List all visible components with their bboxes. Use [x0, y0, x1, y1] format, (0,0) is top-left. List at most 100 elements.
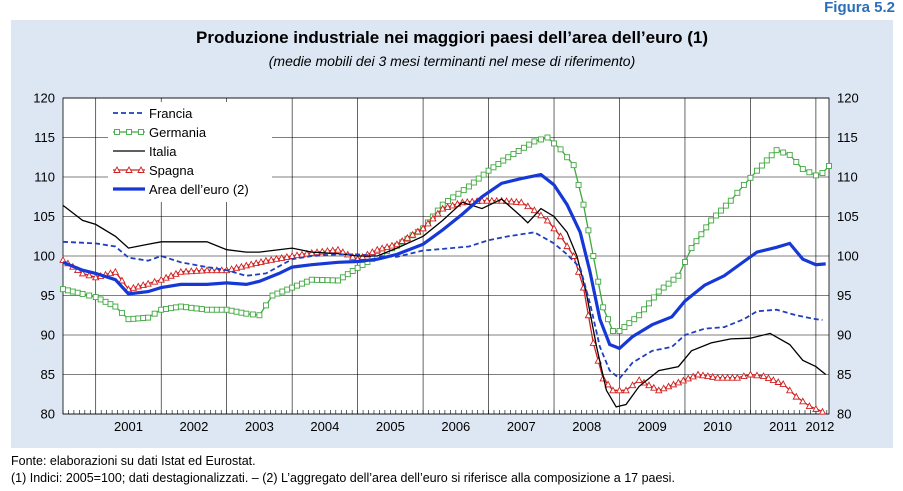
series-point	[293, 251, 301, 259]
series-point	[79, 290, 86, 297]
series-point	[249, 311, 256, 318]
legend-item: Germania	[113, 125, 207, 140]
series-point	[203, 266, 211, 274]
series-point	[713, 373, 722, 381]
series-point	[85, 271, 93, 279]
series-point	[759, 372, 768, 380]
x-tick-label: 2004	[310, 419, 339, 434]
series-point	[177, 267, 185, 275]
series-point	[208, 306, 215, 313]
series-point	[600, 304, 607, 311]
series-point	[163, 305, 170, 312]
series-point	[114, 129, 120, 135]
y-tick-label-left: 105	[33, 209, 55, 224]
legend-label: Area dell’euro (2)	[149, 182, 249, 197]
series-point	[92, 294, 99, 301]
x-tick-label: 2010	[703, 419, 732, 434]
series-point	[182, 267, 190, 275]
series-point	[693, 238, 700, 245]
series-point	[818, 407, 827, 415]
series-point	[746, 370, 755, 378]
series-point	[495, 161, 502, 167]
series-point	[500, 157, 507, 164]
series-point	[112, 303, 119, 310]
legend-label: Francia	[149, 106, 193, 121]
series-point	[524, 202, 532, 210]
legend-label: Italia	[149, 144, 177, 159]
series-point	[675, 272, 682, 279]
series-point	[655, 386, 663, 394]
series-point	[590, 253, 597, 259]
series-point	[531, 138, 538, 145]
series-point	[359, 261, 366, 268]
chart-subtitle: (medie mobili dei 3 mesi terminanti nel …	[268, 53, 636, 69]
series-point	[151, 310, 158, 317]
series-point	[628, 381, 637, 389]
series-point	[733, 373, 742, 381]
series-point	[754, 167, 760, 174]
series-point	[424, 219, 432, 227]
series-point	[646, 300, 652, 307]
series-point	[419, 224, 427, 232]
series-point	[145, 314, 152, 321]
series-point	[713, 212, 720, 219]
series-point	[198, 266, 206, 274]
series-point	[238, 309, 245, 316]
series-point	[257, 257, 265, 265]
x-tick-label: 2005	[376, 419, 405, 434]
y-tick-label-right: 115	[837, 130, 858, 145]
series-point	[704, 372, 712, 380]
series-point	[609, 328, 616, 334]
y-tick-label-right: 95	[837, 288, 851, 303]
series-point	[137, 166, 145, 173]
series-point	[605, 316, 611, 323]
series-point	[689, 372, 697, 380]
series-point	[636, 312, 643, 319]
x-tick-label: 2009	[638, 419, 667, 434]
series-point	[758, 162, 765, 169]
series-5	[62, 172, 826, 351]
series-point	[753, 371, 761, 379]
series-point	[665, 280, 672, 287]
series-point	[679, 376, 688, 384]
series-point	[102, 298, 109, 305]
series-point	[515, 147, 522, 154]
y-tick-label-right: 120	[837, 91, 859, 106]
series-point	[113, 166, 121, 173]
legend-box	[108, 102, 272, 202]
series-point	[621, 324, 628, 331]
series-point	[242, 261, 251, 269]
series-point	[223, 306, 230, 313]
series-point	[267, 255, 275, 263]
series-point	[664, 382, 673, 390]
series-point	[354, 264, 361, 271]
series-point	[213, 266, 221, 274]
series-point	[138, 129, 144, 135]
y-tick-label-right: 110	[837, 170, 858, 185]
series-point	[703, 224, 710, 231]
series-point	[530, 206, 539, 214]
series-point	[792, 392, 801, 400]
series-point	[172, 269, 180, 277]
series-line	[62, 198, 827, 408]
series-point	[708, 217, 715, 224]
series-point	[144, 279, 152, 287]
legend-label: Germania	[149, 125, 207, 140]
series-point	[475, 175, 482, 182]
series-point	[616, 328, 623, 334]
series-point	[303, 278, 310, 285]
series-point	[393, 240, 401, 248]
series-3	[62, 198, 827, 408]
series-point	[118, 309, 125, 316]
series-point	[450, 194, 457, 201]
series-1	[62, 231, 823, 380]
series-point	[570, 162, 577, 169]
series-point	[135, 315, 142, 322]
series-point	[228, 307, 235, 314]
series-point	[247, 260, 255, 268]
series-point	[434, 209, 442, 217]
y-tick-label-right: 105	[837, 209, 859, 224]
series-point	[324, 277, 331, 284]
series-point	[826, 162, 832, 169]
series-point	[227, 265, 236, 272]
